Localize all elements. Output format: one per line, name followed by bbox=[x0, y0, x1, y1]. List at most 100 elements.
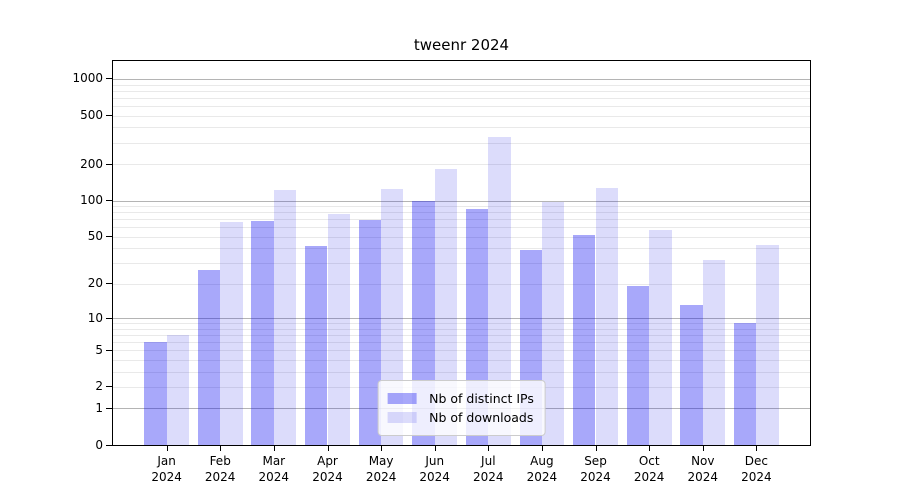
bar-distinct-ips-may bbox=[358, 219, 382, 445]
x-tick-label-aug: Aug 2024 bbox=[510, 454, 574, 485]
gridline-minor-9 bbox=[113, 323, 810, 324]
x-tick-mark-mar bbox=[273, 446, 275, 451]
y-tick-mark-100 bbox=[106, 200, 112, 201]
legend-label-downloads: Nb of downloads bbox=[429, 410, 534, 425]
y-tick-label-500: 500 bbox=[80, 108, 103, 123]
x-tick-mark-may bbox=[381, 446, 383, 451]
y-tick-label-1: 1 bbox=[95, 400, 103, 415]
gridline-major-10 bbox=[113, 318, 810, 319]
bar-distinct-ips-jan bbox=[144, 341, 167, 445]
x-tick-label-dec: Dec 2024 bbox=[724, 454, 788, 485]
gridline-minor-30 bbox=[113, 263, 810, 265]
x-tick-mark-dec bbox=[756, 446, 758, 451]
y-tick-label-0: 0 bbox=[95, 437, 103, 452]
x-tick-label-apr: Apr 2024 bbox=[296, 454, 360, 485]
bar-downloads-jun bbox=[434, 169, 458, 445]
gridline-minor-500 bbox=[113, 115, 810, 117]
x-tick-year: 2024 bbox=[419, 469, 450, 484]
gridlines-layer bbox=[113, 61, 810, 445]
bar-downloads-nov bbox=[702, 259, 726, 445]
x-tick-mark-jun bbox=[434, 446, 436, 451]
x-tick-label-feb: Feb 2024 bbox=[188, 454, 252, 485]
bar-distinct-ips-apr bbox=[305, 245, 328, 445]
x-tick-year: 2024 bbox=[258, 469, 290, 484]
bar-downloads-mar bbox=[273, 190, 297, 445]
gridline-minor-800 bbox=[113, 90, 810, 92]
chart-title: tweenr 2024 bbox=[413, 36, 510, 54]
bar-downloads-feb bbox=[220, 222, 243, 445]
gridline-minor-70 bbox=[113, 219, 810, 221]
x-tick-month: Nov bbox=[691, 454, 715, 468]
x-tick-label-oct: Oct 2024 bbox=[617, 454, 681, 485]
bar-distinct-ips-sep bbox=[573, 234, 596, 445]
x-tick-year: 2024 bbox=[365, 469, 397, 484]
legend: Nb of distinct IPs Nb of downloads bbox=[377, 380, 546, 436]
x-tick-month: Feb bbox=[209, 454, 231, 468]
y-tick-mark-1000 bbox=[106, 78, 112, 80]
x-tick-year: 2024 bbox=[204, 469, 236, 484]
gridline-minor-200 bbox=[113, 164, 810, 165]
x-tick-year: 2024 bbox=[526, 469, 558, 484]
x-tick-year: 2024 bbox=[687, 469, 719, 484]
gridline-minor-5 bbox=[113, 350, 810, 352]
gridline-minor-80 bbox=[113, 212, 810, 214]
x-tick-mark-apr bbox=[327, 446, 329, 451]
x-tick-mark-nov bbox=[702, 446, 704, 451]
legend-label-distinct-ips: Nb of distinct IPs bbox=[429, 391, 534, 406]
bar-distinct-ips-oct bbox=[626, 286, 650, 445]
x-tick-mark-sep bbox=[595, 446, 597, 451]
x-tick-mark-aug bbox=[541, 446, 543, 451]
gridline-major-100 bbox=[113, 200, 810, 202]
gridline-minor-50 bbox=[113, 236, 810, 238]
y-tick-mark-200 bbox=[106, 163, 112, 165]
x-tick-year: 2024 bbox=[633, 469, 665, 484]
legend-item-downloads: Nb of downloads bbox=[387, 409, 534, 426]
gridline-minor-400 bbox=[113, 127, 810, 129]
x-tick-label-jun: Jun 2024 bbox=[403, 454, 467, 485]
y-tick-label-20: 20 bbox=[87, 276, 103, 291]
gridline-major-1000 bbox=[113, 78, 810, 80]
bar-downloads-apr bbox=[327, 214, 350, 445]
bars-layer bbox=[113, 61, 810, 445]
gridline-minor-6 bbox=[113, 341, 810, 343]
x-tick-mark-jul bbox=[488, 446, 490, 451]
bar-downloads-jan bbox=[166, 334, 189, 445]
y-tick-label-50: 50 bbox=[87, 229, 103, 244]
bar-downloads-oct bbox=[649, 229, 672, 445]
x-tick-month: Sep bbox=[584, 454, 607, 468]
x-tick-month: Jul bbox=[481, 454, 496, 468]
y-tick-label-10: 10 bbox=[87, 310, 103, 325]
y-tick-label-1000: 1000 bbox=[72, 71, 103, 86]
gridline-minor-60 bbox=[113, 227, 810, 229]
y-tick-mark-50 bbox=[106, 236, 112, 238]
gridline-minor-20 bbox=[113, 283, 810, 285]
y-tick-mark-5 bbox=[106, 349, 112, 351]
x-tick-year: 2024 bbox=[580, 469, 611, 484]
x-tick-year: 2024 bbox=[312, 469, 343, 484]
y-tick-label-5: 5 bbox=[95, 342, 103, 357]
y-tick-mark-20 bbox=[106, 283, 112, 285]
x-tick-month: May bbox=[368, 454, 394, 468]
bar-downloads-sep bbox=[595, 187, 618, 445]
gridline-minor-900 bbox=[113, 84, 810, 86]
y-tick-mark-1 bbox=[106, 407, 112, 409]
bar-distinct-ips-nov bbox=[680, 305, 703, 445]
gridline-minor-7 bbox=[113, 334, 810, 336]
x-tick-mark-feb bbox=[220, 446, 222, 451]
plot-area: Nb of distinct IPs Nb of downloads bbox=[112, 60, 811, 446]
x-tick-month: Jan bbox=[157, 454, 176, 468]
y-tick-label-100: 100 bbox=[80, 193, 103, 207]
x-tick-month: Oct bbox=[638, 454, 660, 468]
bar-distinct-ips-dec bbox=[734, 323, 757, 445]
x-tick-year: 2024 bbox=[473, 469, 504, 484]
bar-downloads-dec bbox=[756, 244, 779, 445]
x-tick-label-nov: Nov 2024 bbox=[671, 454, 735, 485]
gridline-minor-700 bbox=[113, 97, 810, 99]
x-tick-mark-oct bbox=[649, 446, 651, 451]
bar-distinct-ips-feb bbox=[197, 270, 221, 445]
y-tick-mark-500 bbox=[106, 115, 112, 117]
legend-swatch-distinct-ips bbox=[387, 393, 417, 404]
y-tick-mark-0 bbox=[106, 444, 112, 446]
gridline-minor-600 bbox=[113, 106, 810, 107]
y-tick-label-200: 200 bbox=[80, 156, 103, 171]
